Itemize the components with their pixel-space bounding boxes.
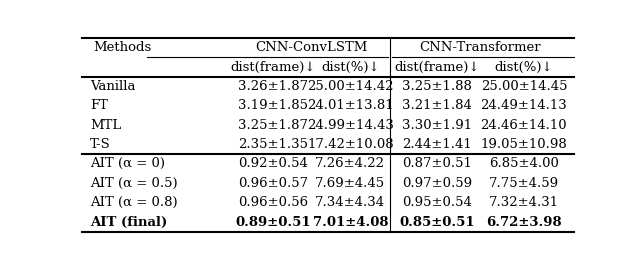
Text: 3.25±1.88: 3.25±1.88	[402, 80, 472, 93]
Text: CNN-Transformer: CNN-Transformer	[420, 41, 541, 54]
Text: 3.21±1.84: 3.21±1.84	[402, 99, 472, 112]
Text: 0.96±0.57: 0.96±0.57	[238, 177, 308, 190]
Text: 0.95±0.54: 0.95±0.54	[402, 196, 472, 209]
Text: 0.87±0.51: 0.87±0.51	[402, 157, 472, 170]
Text: 3.26±1.87: 3.26±1.87	[238, 80, 308, 93]
Text: 0.85±0.51: 0.85±0.51	[399, 215, 475, 229]
Text: 7.32±4.31: 7.32±4.31	[489, 196, 559, 209]
Text: AIT (α = 0.8): AIT (α = 0.8)	[90, 196, 177, 209]
Text: 24.99±14.43: 24.99±14.43	[307, 119, 394, 132]
Text: 6.85±4.00: 6.85±4.00	[489, 157, 559, 170]
Text: 24.01±13.81: 24.01±13.81	[307, 99, 394, 112]
Text: 3.30±1.91: 3.30±1.91	[402, 119, 472, 132]
Text: 0.89±0.51: 0.89±0.51	[236, 215, 311, 229]
Text: 3.25±1.87: 3.25±1.87	[239, 119, 308, 132]
Text: T-S: T-S	[90, 138, 111, 151]
Text: MTL: MTL	[90, 119, 121, 132]
Text: 7.69±4.45: 7.69±4.45	[316, 177, 385, 190]
Text: 0.97±0.59: 0.97±0.59	[402, 177, 472, 190]
Text: dist(frame)↓: dist(frame)↓	[230, 60, 316, 73]
Text: 17.42±10.08: 17.42±10.08	[307, 138, 394, 151]
Text: AIT (α = 0.5): AIT (α = 0.5)	[90, 177, 177, 190]
Text: Methods: Methods	[93, 41, 151, 54]
Text: 7.34±4.34: 7.34±4.34	[316, 196, 385, 209]
Text: 24.46±14.10: 24.46±14.10	[481, 119, 567, 132]
Text: AIT (final): AIT (final)	[90, 215, 167, 229]
Text: 7.26±4.22: 7.26±4.22	[316, 157, 385, 170]
Text: dist(frame)↓: dist(frame)↓	[394, 60, 480, 73]
Text: 6.72±3.98: 6.72±3.98	[486, 215, 562, 229]
Text: dist(%)↓: dist(%)↓	[495, 60, 553, 73]
Text: CNN-ConvLSTM: CNN-ConvLSTM	[256, 41, 368, 54]
Text: 0.92±0.54: 0.92±0.54	[239, 157, 308, 170]
Text: 25.00±14.42: 25.00±14.42	[307, 80, 394, 93]
Text: 2.35±1.35: 2.35±1.35	[239, 138, 308, 151]
Text: 3.19±1.85: 3.19±1.85	[239, 99, 308, 112]
Text: AIT (α = 0): AIT (α = 0)	[90, 157, 165, 170]
Text: 7.01±4.08: 7.01±4.08	[312, 215, 388, 229]
Text: 25.00±14.45: 25.00±14.45	[481, 80, 567, 93]
Text: Vanilla: Vanilla	[90, 80, 136, 93]
Text: 2.44±1.41: 2.44±1.41	[403, 138, 472, 151]
Text: FT: FT	[90, 99, 108, 112]
Text: 19.05±10.98: 19.05±10.98	[481, 138, 567, 151]
Text: 0.96±0.56: 0.96±0.56	[238, 196, 308, 209]
Text: 7.75±4.59: 7.75±4.59	[489, 177, 559, 190]
Text: 24.49±14.13: 24.49±14.13	[481, 99, 567, 112]
Text: dist(%)↓: dist(%)↓	[321, 60, 380, 73]
